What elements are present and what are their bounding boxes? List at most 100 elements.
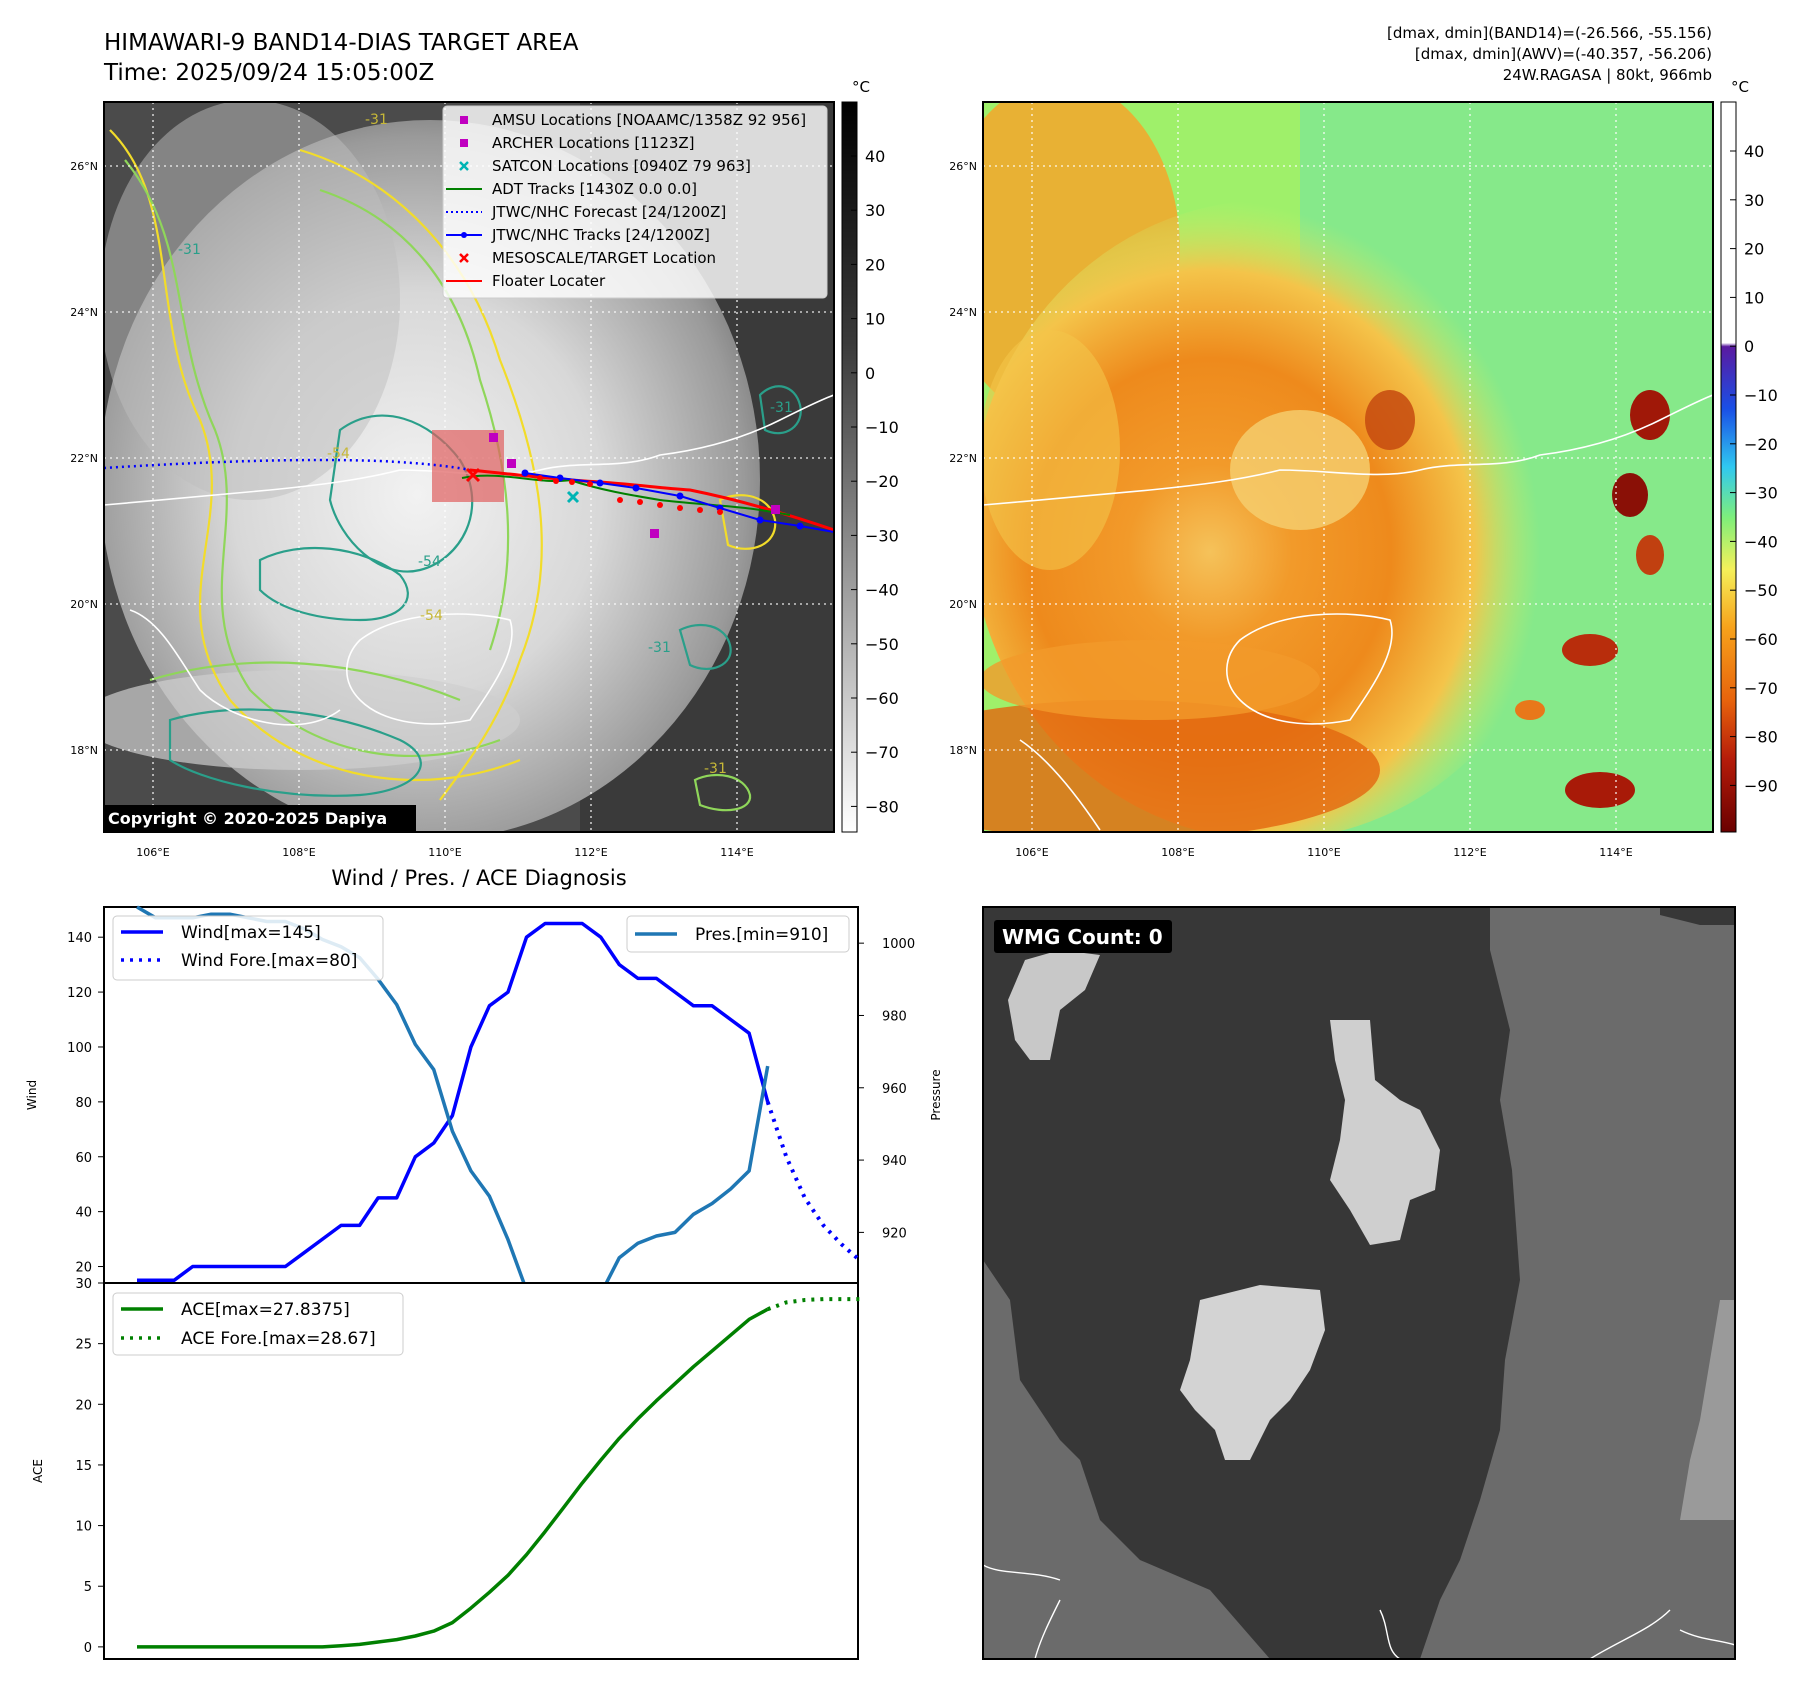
colorbar-tick-label: −20: [1744, 435, 1778, 454]
wind-tick-label: 80: [75, 1096, 92, 1111]
colorbar-tick-label: −40: [1744, 532, 1778, 551]
ace-tick-label: 10: [75, 1520, 92, 1535]
lon-tick-label: 110°E: [1307, 846, 1340, 859]
pressure-tick-label: 940: [882, 1154, 907, 1169]
legend-x-icon: [459, 253, 469, 263]
wind-legend: Wind[max=145] Wind Fore.[max=80]: [112, 915, 384, 981]
lon-tick-label: 112°E: [574, 846, 607, 859]
amsu-marker: [771, 505, 780, 514]
ace-forecast-series-line: [767, 1297, 861, 1312]
legend-square-icon: [460, 116, 468, 124]
lat-tick-label: 22°N: [70, 452, 98, 465]
legend-label: Floater Locater: [492, 272, 606, 290]
lat-tick-label: 22°N: [949, 452, 977, 465]
colorbar-tick-label: −80: [1744, 728, 1778, 747]
ir-colorbar: [841, 101, 858, 833]
legend-label: Wind Fore.[max=80]: [181, 951, 357, 971]
lat-tick-label: 20°N: [949, 598, 977, 611]
colorbar-tick-label: −70: [1744, 679, 1778, 698]
chart-title: Wind / Pres. / ACE Diagnosis: [331, 866, 626, 890]
lon-tick-label: 106°E: [136, 846, 169, 859]
wmg-count-label: WMG Count: 0: [1002, 925, 1163, 949]
colorbar-tick-label: 20: [1744, 240, 1764, 259]
pressure-tick-label: 920: [882, 1226, 907, 1241]
colorbar-tick-label: 0: [865, 364, 875, 383]
archer-marker: [507, 459, 516, 468]
info-band14: [dmax, dmin](BAND14)=(-26.566, -55.156): [1387, 24, 1712, 42]
wv-colorbar-unit: °C: [1731, 78, 1749, 96]
wind-tick-label: 140: [67, 931, 92, 946]
ace-series-line: [137, 1307, 769, 1649]
ace-tick-label: 5: [84, 1580, 92, 1595]
colorbar-tick-label: 40: [865, 147, 885, 166]
pressure-legend: Pres.[min=910]: [626, 915, 850, 953]
ace-tick-label: 0: [84, 1641, 92, 1656]
legend-label: JTWC/NHC Tracks [24/1200Z]: [491, 226, 710, 244]
colorbar-tick-label: 10: [865, 310, 885, 329]
ir-map-panel: -31 -31 -54 -54 -54 -31 -31 -31 Copyright © 202…: [103, 78, 899, 833]
target-x-marker: [465, 467, 481, 483]
ace-axis-label: ACE: [31, 1459, 45, 1483]
wind-tick-label: 40: [75, 1206, 92, 1221]
colorbar-tick-label: −80: [865, 797, 899, 816]
colorbar-tick-label: −60: [1744, 630, 1778, 649]
wv-colorbar: [1720, 101, 1737, 833]
ace-tick-label: 30: [75, 1277, 92, 1292]
colorbar-tick-label: 0: [1744, 337, 1754, 356]
wind-tick-label: 60: [75, 1151, 92, 1166]
wind-forecast-series-line: [765, 1101, 862, 1263]
ir-legend: AMSU Locations [NOAAMC/1358Z 92 956] ARCH…: [442, 105, 828, 299]
archer-marker: [650, 529, 659, 538]
wind-tick-label: 20: [75, 1261, 92, 1276]
lat-tick-label: 26°N: [70, 160, 98, 173]
colorbar-tick-label: 20: [865, 255, 885, 274]
wind-tick-label: 120: [67, 986, 92, 1001]
figure-title: HIMAWARI-9 BAND14-DIAS TARGET AREA: [104, 30, 579, 56]
amsu-marker: [489, 433, 498, 442]
contour-label: -31: [648, 640, 671, 656]
colorbar-tick-label: −50: [865, 635, 899, 654]
lat-tick-label: 18°N: [70, 744, 98, 757]
figure-time: Time: 2025/09/24 15:05:00Z: [103, 60, 434, 86]
wind-tick-label: 100: [67, 1041, 92, 1056]
lon-tick-label: 112°E: [1453, 846, 1486, 859]
ace-tick-label: 25: [75, 1338, 92, 1353]
colorbar-tick-label: 30: [865, 201, 885, 220]
legend-label: JTWC/NHC Forecast [24/1200Z]: [491, 203, 726, 221]
pressure-tick-label: 980: [882, 1009, 907, 1024]
legend-label: MESOSCALE/TARGET Location: [492, 249, 716, 267]
lat-tick-label: 20°N: [70, 598, 98, 611]
satcon-x-marker: [566, 490, 580, 504]
wmg-count-badge: [994, 920, 1172, 953]
copyright-text: Copyright © 2020-2025 Dapiya: [108, 809, 387, 828]
lon-tick-label: 114°E: [720, 846, 753, 859]
legend-label: SATCON Locations [0940Z 79 963]: [492, 157, 751, 175]
pressure-tick-label: 960: [882, 1082, 907, 1097]
ace-tick-label: 20: [75, 1398, 92, 1413]
legend-label: ACE Fore.[max=28.67]: [181, 1329, 376, 1349]
contour-label: -54: [418, 554, 441, 570]
info-storm: 24W.RAGASA | 80kt, 966mb: [1503, 66, 1712, 84]
contour-label: -54: [420, 608, 443, 624]
legend-x-icon: [459, 161, 469, 171]
colorbar-tick-label: −40: [865, 581, 899, 600]
lat-tick-label: 18°N: [949, 744, 977, 757]
lon-tick-label: 110°E: [428, 846, 461, 859]
wind-series-line: [137, 921, 770, 1283]
colorbar-tick-label: 10: [1744, 288, 1764, 307]
lat-tick-label: 24°N: [70, 306, 98, 319]
wmg-panel: WMG Count: 0: [982, 906, 1736, 1660]
legend-label: ADT Tracks [1430Z 0.0 0.0]: [492, 180, 697, 198]
colorbar-tick-label: −70: [865, 743, 899, 762]
legend-label: Wind[max=145]: [181, 923, 321, 943]
legend-label: ARCHER Locations [1123Z]: [492, 134, 695, 152]
adt-track-line: [461, 474, 791, 516]
lat-tick-label: 24°N: [949, 306, 977, 319]
contour-label: -31: [365, 112, 388, 128]
contour-label: -31: [178, 242, 201, 258]
contour-label: -31: [770, 400, 793, 416]
colorbar-tick-label: 30: [1744, 191, 1764, 210]
forecast-track-line: [104, 458, 471, 472]
ace-legend: ACE[max=27.8375] ACE Fore.[max=28.67]: [112, 1292, 404, 1356]
ace-tick-label: 15: [75, 1459, 92, 1474]
